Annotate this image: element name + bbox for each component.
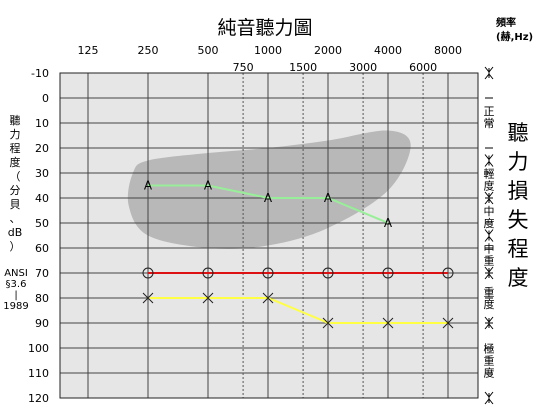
standard-label-line: §3.6 — [6, 279, 27, 290]
data-point-o — [262, 267, 274, 279]
severity-band-label: 重 — [484, 354, 495, 368]
severity-band-label: 中 — [484, 205, 495, 218]
data-point-x — [382, 317, 394, 329]
right-title-char: 聽 — [508, 121, 529, 145]
band-boundary-arrow — [484, 273, 494, 280]
x-tick-label: 4000 — [374, 44, 402, 57]
band-boundary-arrow — [484, 73, 494, 80]
y-axis-label-char: dB — [8, 226, 23, 239]
data-point-a: A — [384, 216, 393, 230]
data-point-a: A — [204, 179, 213, 193]
plot-frame — [59, 72, 479, 399]
y-tick-label: 100 — [28, 342, 49, 355]
band-boundary-arrow — [484, 323, 494, 330]
severity-band-label: 度 — [484, 178, 495, 192]
y-tick-label: 30 — [35, 167, 49, 180]
y-axis-label-char: 程 — [10, 142, 21, 155]
y-tick-label: 20 — [35, 142, 49, 155]
y-axis-label-char: 聽 — [10, 114, 21, 127]
data-point-x — [442, 317, 454, 329]
data-point-x — [202, 292, 214, 304]
band-boundary-arrow — [484, 398, 494, 405]
severity-band-label: 輕 — [484, 167, 495, 180]
speech-banana-region — [127, 130, 411, 249]
severity-band-label: 常 — [484, 117, 495, 130]
y-tick-label: -10 — [31, 67, 49, 80]
data-point-o — [322, 267, 334, 279]
band-boundary-arrow — [484, 160, 494, 167]
x-tick-label-mid: 750 — [233, 61, 254, 74]
x-tick-label-mid: 3000 — [349, 61, 377, 74]
band-boundary-arrow — [484, 266, 494, 273]
frequency-unit-line-2: (赫,Hz) — [496, 30, 533, 43]
data-point-x — [142, 292, 154, 304]
y-tick-label: 50 — [35, 217, 49, 230]
y-axis-label-char: 度 — [10, 155, 21, 169]
x-tick-label: 2000 — [314, 44, 342, 57]
band-boundary-arrow — [484, 235, 494, 242]
y-tick-label: 0 — [42, 92, 49, 105]
right-title-char: 度 — [508, 266, 529, 290]
severity-band-label: 重 — [484, 253, 495, 267]
severity-band-label: 度 — [484, 216, 495, 230]
y-tick-label: 40 — [35, 192, 49, 205]
y-tick-label: 60 — [35, 242, 49, 255]
data-point-o — [202, 267, 214, 279]
standard-label-line: 1989 — [3, 301, 28, 312]
severity-band-label: 度 — [484, 297, 495, 311]
y-axis-label-char: （ — [10, 170, 21, 183]
frequency-unit-line-1: 頻率 — [496, 16, 516, 29]
band-boundary-arrow — [484, 154, 494, 161]
severity-band-label: 極 — [484, 342, 495, 356]
y-tick-label: 80 — [35, 292, 49, 305]
y-tick-label: 10 — [35, 117, 49, 130]
y-axis-label-char: 、 — [10, 212, 21, 225]
band-boundary-arrow — [484, 198, 494, 205]
x-tick-label: 1000 — [254, 44, 282, 57]
x-tick-label: 8000 — [434, 44, 462, 57]
y-tick-label: 110 — [28, 367, 49, 380]
severity-band-label: 重 — [484, 285, 495, 299]
y-axis-label-char: ） — [10, 240, 21, 253]
standard-label-line: ANSI — [4, 268, 28, 279]
band-boundary-arrow — [484, 66, 494, 73]
data-point-a: A — [324, 191, 333, 205]
data-point-o — [382, 267, 394, 279]
severity-band-label: 度 — [484, 366, 495, 380]
y-tick-label: 90 — [35, 317, 49, 330]
band-boundary-arrow — [484, 391, 494, 398]
right-title-char: 損 — [508, 179, 529, 203]
standard-label-line: | — [14, 290, 17, 301]
y-tick-label: 70 — [35, 267, 49, 280]
x-tick-label: 250 — [138, 44, 159, 57]
data-point-o — [442, 267, 454, 279]
data-point-x — [322, 317, 334, 329]
series-line-a — [148, 184, 389, 224]
band-boundary-arrow — [484, 316, 494, 323]
x-tick-label-mid: 6000 — [409, 61, 437, 74]
y-tick-label: 120 — [28, 392, 49, 405]
right-title-char: 失 — [508, 208, 529, 232]
y-axis-label-char: 力 — [10, 128, 21, 141]
x-tick-label: 500 — [198, 44, 219, 57]
x-tick-label: 125 — [78, 44, 99, 57]
right-title-char: 程 — [508, 237, 529, 261]
severity-band-label: 中 — [484, 242, 495, 255]
band-boundary-arrow — [484, 229, 494, 236]
y-axis-label-char: 分 — [10, 184, 21, 197]
band-boundary-arrow — [484, 191, 494, 198]
x-tick-label-mid: 1500 — [289, 61, 317, 74]
right-title-char: 力 — [508, 150, 529, 174]
data-point-o — [142, 267, 154, 279]
y-axis-label-char: 貝 — [10, 198, 21, 211]
data-point-a: A — [264, 191, 273, 205]
severity-band-label: 正 — [484, 105, 495, 118]
series-line-x — [148, 297, 448, 324]
data-point-a: A — [144, 179, 153, 193]
chart-title: 純音聽力圖 — [217, 17, 312, 39]
data-point-x — [262, 292, 274, 304]
